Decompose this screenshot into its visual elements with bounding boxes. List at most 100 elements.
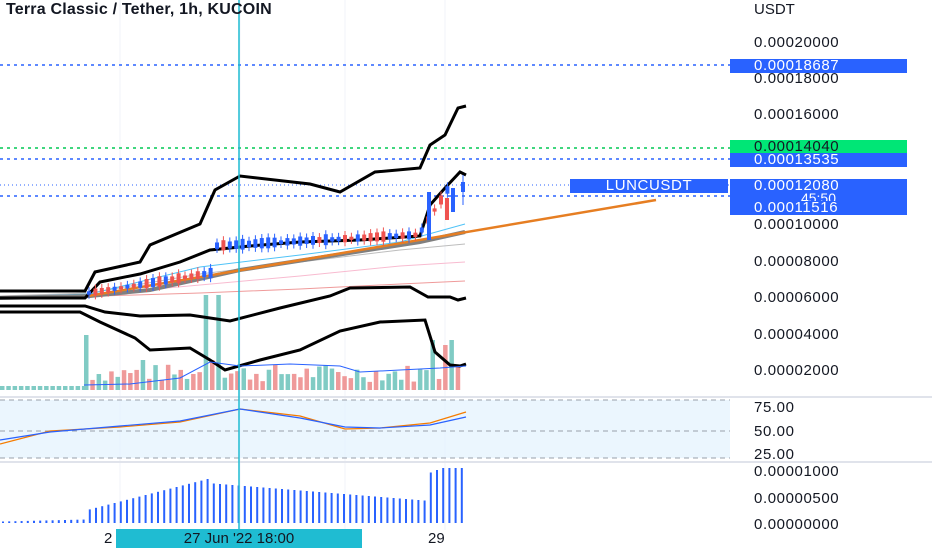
symbol-tag[interactable]: LUNCUSDT bbox=[570, 178, 728, 193]
envelope-upper bbox=[0, 104, 467, 293]
candle-body bbox=[451, 188, 455, 212]
volume-bar bbox=[392, 371, 398, 390]
volume-bar bbox=[317, 366, 322, 390]
candle-body bbox=[445, 186, 450, 194]
volume-bar bbox=[216, 295, 221, 390]
candle-body bbox=[432, 208, 437, 212]
candle-body bbox=[259, 238, 264, 249]
volume-bar bbox=[411, 381, 417, 390]
histogram-bar bbox=[429, 472, 432, 523]
candle-body bbox=[189, 273, 194, 279]
volume-bar bbox=[304, 368, 309, 390]
histogram-bar bbox=[256, 487, 259, 523]
candle-body bbox=[170, 276, 175, 283]
volume-bar bbox=[153, 365, 158, 390]
histogram-bar bbox=[175, 487, 178, 523]
low-price-label: 0.00011516 bbox=[730, 200, 907, 215]
volume-bar bbox=[266, 369, 272, 390]
histogram-bar bbox=[305, 491, 308, 523]
volume-bar bbox=[367, 381, 372, 390]
histogram-bar bbox=[442, 468, 445, 523]
histogram-bar bbox=[181, 485, 184, 523]
volume-bar bbox=[329, 368, 335, 390]
price-tick: 0.00020000 bbox=[754, 34, 840, 51]
volume-bar bbox=[203, 295, 209, 390]
histogram-bar bbox=[212, 483, 215, 523]
candle-body bbox=[272, 237, 277, 248]
volume-bar bbox=[191, 373, 196, 390]
histogram-bar bbox=[82, 519, 85, 523]
volume-bar bbox=[342, 376, 347, 390]
volume-bar bbox=[405, 365, 410, 390]
volume-bar bbox=[75, 386, 81, 390]
price-tick: 0.00002000 bbox=[754, 362, 840, 379]
histogram-bar bbox=[57, 520, 60, 523]
volume-bar bbox=[25, 386, 30, 390]
volume-bar bbox=[285, 374, 291, 390]
candle-body bbox=[285, 238, 290, 246]
volume-bar bbox=[0, 386, 5, 390]
candle-body bbox=[413, 232, 418, 237]
volume-bar bbox=[273, 364, 278, 390]
volume-bar bbox=[115, 376, 120, 390]
volume-bar bbox=[298, 377, 303, 390]
histogram-bar bbox=[20, 521, 23, 523]
candle-body bbox=[151, 278, 155, 287]
candle-body bbox=[279, 240, 283, 244]
volume-bar bbox=[184, 378, 190, 390]
histogram-bar bbox=[287, 489, 290, 523]
time-label: 29 bbox=[428, 530, 445, 547]
price-tick: 0.00010000 bbox=[754, 216, 840, 233]
volume-bar bbox=[254, 373, 259, 390]
histogram-bar bbox=[231, 485, 234, 523]
histogram-bar bbox=[330, 493, 333, 523]
volume-bar bbox=[336, 372, 341, 390]
histogram-bar bbox=[51, 520, 54, 523]
volume-bar bbox=[373, 371, 379, 390]
candle-body bbox=[323, 234, 328, 246]
histogram-bar bbox=[126, 499, 128, 523]
candle-body bbox=[87, 291, 91, 295]
histogram-bar bbox=[14, 521, 17, 523]
histogram-bar bbox=[132, 498, 135, 523]
histogram-bar bbox=[200, 480, 203, 523]
crosshair-time-label: 27 Jun '22 18:00 bbox=[116, 529, 362, 548]
histogram-bar bbox=[243, 486, 246, 523]
histogram-bar bbox=[70, 519, 73, 523]
candle-body bbox=[343, 235, 347, 243]
histogram-bar bbox=[45, 520, 48, 523]
stoch-tick: 25.00 bbox=[754, 446, 795, 463]
candle-body bbox=[349, 236, 354, 240]
histogram-bar bbox=[436, 470, 438, 523]
volume-bar bbox=[380, 380, 385, 390]
price-tick: 0.00006000 bbox=[754, 289, 840, 306]
volume-bar bbox=[12, 386, 18, 390]
candle-body bbox=[144, 279, 149, 289]
histogram-bar bbox=[64, 520, 66, 523]
candle-body bbox=[234, 240, 239, 249]
histogram-bar bbox=[33, 520, 35, 523]
candle-body bbox=[247, 240, 251, 248]
candle-body bbox=[362, 234, 367, 241]
candle-body bbox=[119, 286, 123, 290]
candle-body bbox=[176, 273, 181, 284]
candle-body bbox=[407, 231, 411, 239]
histogram-bar bbox=[8, 521, 11, 523]
volume-bar bbox=[424, 370, 429, 390]
volume-tick: 0.00001000 bbox=[754, 463, 840, 480]
histogram-bar bbox=[262, 487, 265, 523]
histogram-bar bbox=[101, 506, 104, 523]
histogram-bar bbox=[206, 479, 209, 523]
volume-bar bbox=[134, 369, 139, 390]
histogram-bar bbox=[219, 484, 221, 523]
histogram-bar bbox=[343, 494, 345, 523]
candle-body bbox=[291, 238, 296, 245]
histogram-bar bbox=[250, 486, 252, 523]
volume-bar bbox=[348, 378, 354, 390]
histogram-bar bbox=[417, 500, 420, 523]
volume-bar bbox=[147, 378, 152, 390]
volume-bar bbox=[172, 374, 177, 390]
volume-bar bbox=[165, 364, 171, 390]
volume-bar bbox=[417, 369, 423, 390]
